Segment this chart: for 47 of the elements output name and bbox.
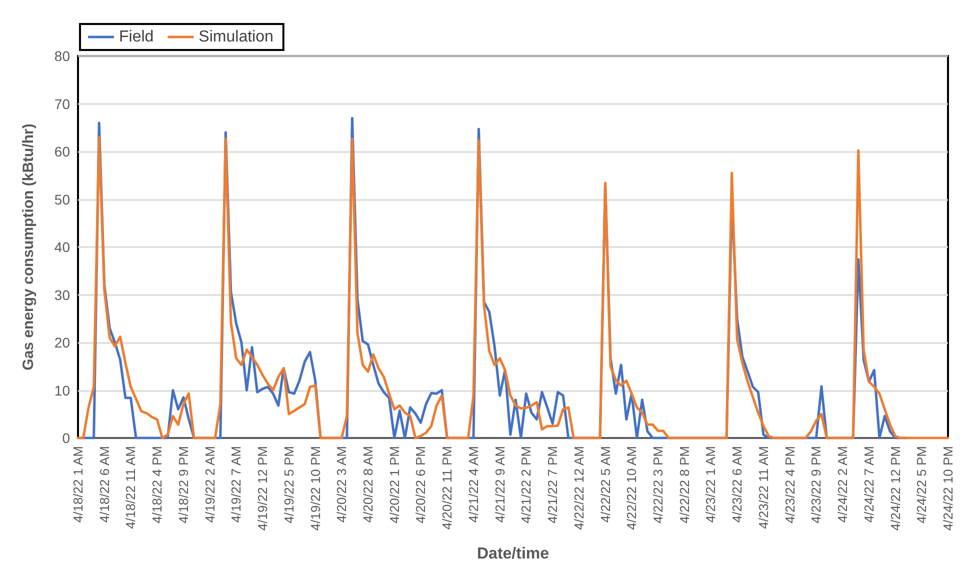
x-tick-label: 4/18/22 1 AM bbox=[70, 446, 86, 523]
x-tick-label: 4/20/22 11 PM bbox=[440, 446, 455, 530]
x-tick-label: 4/20/22 8 AM bbox=[360, 446, 376, 523]
x-tick-label: 4/19/22 10 PM bbox=[308, 446, 323, 531]
x-tick-label: 4/24/22 10 PM bbox=[940, 446, 956, 531]
x-tick-label: 4/23/22 6 AM bbox=[730, 446, 745, 523]
x-tick-label: 4/18/22 6 AM bbox=[96, 446, 112, 523]
x-tick-label: 4/18/22 11 AM bbox=[123, 446, 138, 529]
x-tick-label: 4/21/22 7 PM bbox=[545, 446, 560, 524]
x-tick-label: 4/18/22 4 PM bbox=[150, 446, 165, 524]
x-tick-label: 4/24/22 12 PM bbox=[888, 446, 903, 531]
x-tick-label: 4/22/22 3 PM bbox=[650, 446, 666, 524]
x-axis-title: Date/time bbox=[476, 546, 550, 562]
y-tick-label: 0 bbox=[62, 430, 70, 446]
x-tick-label: 4/24/22 5 PM bbox=[914, 446, 930, 524]
x-tick-label: 4/24/22 2 AM bbox=[835, 446, 850, 523]
x-tick-label: 4/22/22 8 PM bbox=[676, 446, 692, 524]
x-tick-label: 4/23/22 4 PM bbox=[782, 446, 798, 524]
x-tick-label: 4/24/22 7 AM bbox=[861, 446, 876, 523]
x-tick-label: 4/23/22 11 AM bbox=[756, 446, 771, 529]
x-tick-label: 4/19/22 7 AM bbox=[228, 446, 244, 523]
x-tick-label: 4/21/22 2 PM bbox=[518, 446, 534, 524]
x-tick-label: 4/22/22 10 AM bbox=[624, 446, 640, 530]
y-tick-label: 70 bbox=[54, 96, 70, 112]
x-tick-label: 4/22/22 5 AM bbox=[598, 446, 613, 523]
x-tick-label: 4/21/22 4 AM bbox=[466, 446, 481, 523]
y-tick-label: 80 bbox=[54, 48, 70, 64]
x-tick-label: 4/19/22 12 PM bbox=[255, 446, 270, 531]
x-tick-label: 4/22/22 12 AM bbox=[571, 446, 586, 530]
y-tick-label: 50 bbox=[54, 191, 70, 208]
x-tick-label: 4/19/22 2 AM bbox=[202, 446, 218, 523]
x-tick-label: 4/19/22 5 PM bbox=[281, 446, 296, 524]
x-tick-label: 4/20/22 3 AM bbox=[334, 446, 350, 523]
legend-label: Field bbox=[119, 28, 154, 46]
y-tick-label: 20 bbox=[54, 334, 70, 350]
legend-label: Simulation bbox=[198, 28, 274, 46]
x-tick-label: 4/20/22 1 PM bbox=[386, 446, 402, 524]
y-tick-label: 10 bbox=[54, 382, 70, 398]
y-tick-label: 40 bbox=[54, 239, 70, 255]
x-tick-label: 4/20/22 6 PM bbox=[413, 446, 428, 524]
x-tick-label: 4/18/22 9 PM bbox=[176, 446, 191, 524]
y-tick-label: 30 bbox=[54, 286, 70, 303]
x-tick-label: 4/21/22 9 AM bbox=[492, 446, 508, 523]
x-tick-label: 4/23/22 1 AM bbox=[703, 446, 718, 523]
x-tick-label: 4/23/22 9 PM bbox=[808, 446, 824, 524]
y-axis-title: Gas energy consumption (kBtu/hr) bbox=[20, 124, 37, 370]
y-tick-label: 60 bbox=[54, 144, 70, 160]
